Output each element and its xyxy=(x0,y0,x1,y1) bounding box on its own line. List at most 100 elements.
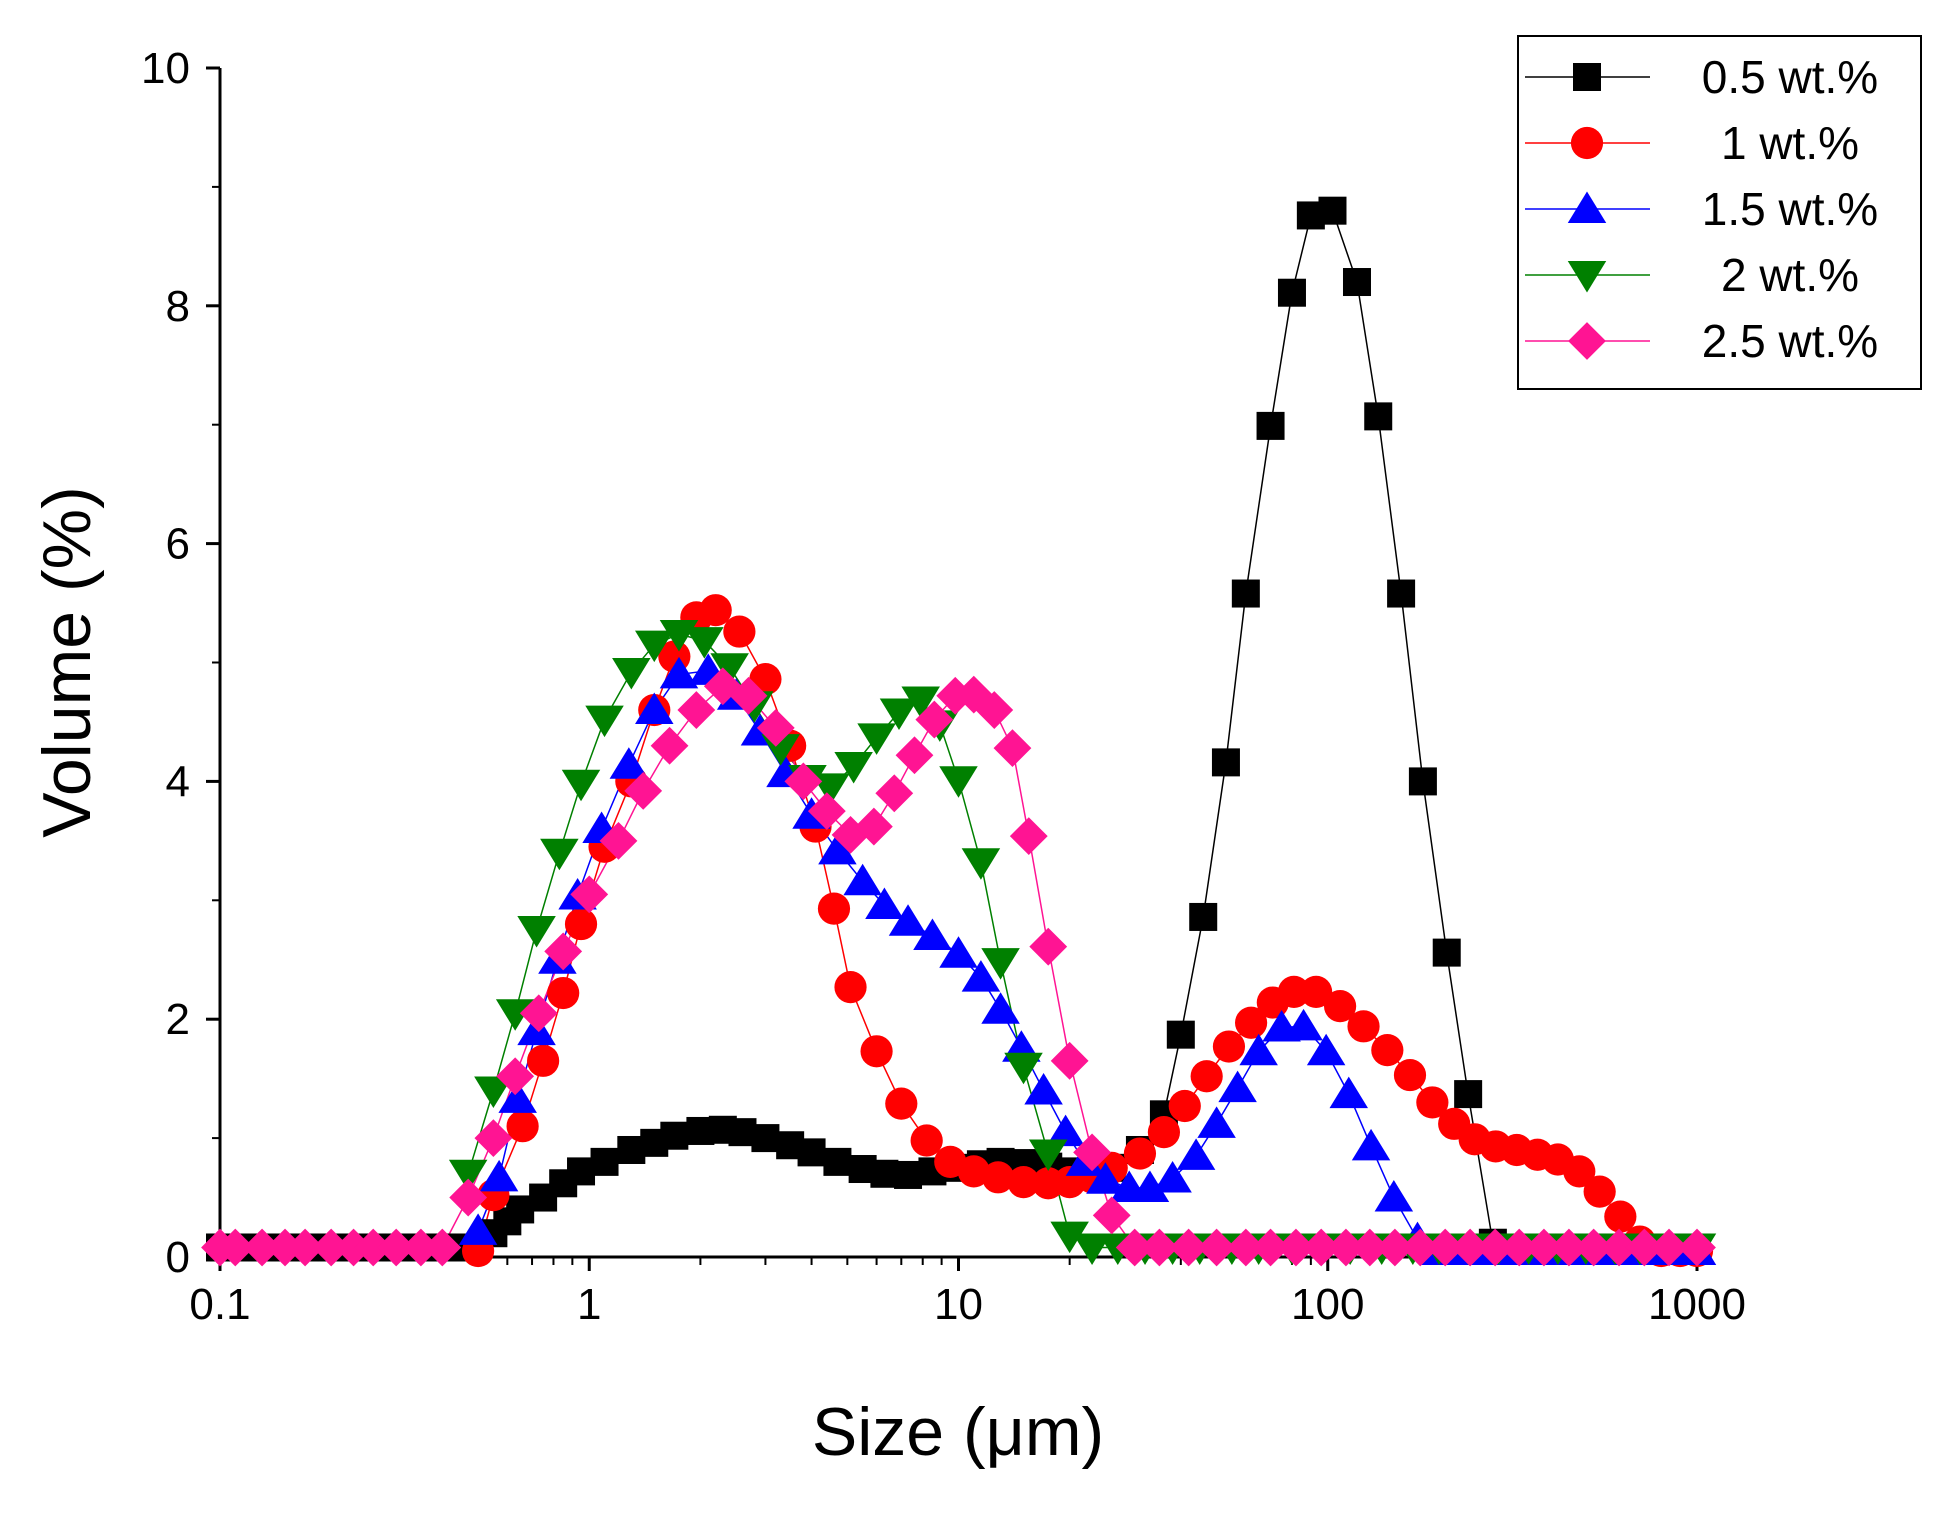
legend-label: 2 wt.% xyxy=(1721,249,1859,301)
series-5-point xyxy=(1029,927,1068,966)
series-2-point xyxy=(817,892,851,925)
series-3-point xyxy=(1046,1114,1085,1147)
series-2-point xyxy=(547,976,580,1010)
series-5-point xyxy=(915,700,954,739)
x-tick-label: 1000 xyxy=(1648,1280,1746,1329)
series-2-point xyxy=(1212,1030,1246,1063)
y-tick-label: 10 xyxy=(141,44,190,93)
series-5-point xyxy=(312,1228,351,1267)
series-5-point xyxy=(1226,1228,1265,1267)
series-1-point xyxy=(1277,278,1306,307)
series-1-point xyxy=(1342,268,1371,297)
series-3-point xyxy=(458,1213,498,1245)
series-1-point xyxy=(1189,902,1218,931)
series-2-point xyxy=(860,1035,893,1068)
series-2-point xyxy=(834,970,867,1004)
series-5-point xyxy=(377,1228,416,1267)
series-4-point xyxy=(857,723,896,755)
legend-entry: 1.5 wt.% xyxy=(1525,183,1878,235)
series-3-point xyxy=(479,1159,519,1192)
series-4-point xyxy=(635,630,674,663)
series-2-point xyxy=(1123,1137,1157,1170)
series-5-point xyxy=(1050,1041,1089,1080)
series-4-point xyxy=(448,1159,488,1192)
series-5-point xyxy=(1169,1228,1208,1267)
series-5-point xyxy=(1401,1228,1440,1267)
legend-marker xyxy=(1567,261,1607,293)
series-3-point xyxy=(843,863,882,896)
series-2-point xyxy=(910,1124,943,1157)
series-3-point xyxy=(1086,1162,1125,1194)
y-axis-title: Volume (%) xyxy=(29,486,105,837)
series-5-point xyxy=(1550,1228,1588,1267)
series-5-point xyxy=(1525,1228,1563,1267)
series-5-point xyxy=(243,1228,281,1267)
series-4-point xyxy=(474,1076,513,1109)
series-3-point xyxy=(498,1081,537,1113)
series-2-point xyxy=(1393,1058,1427,1092)
series-1-point xyxy=(1432,938,1461,967)
series-2-point xyxy=(957,1155,990,1188)
legend-marker xyxy=(1573,63,1601,91)
series-3-point xyxy=(981,992,1020,1024)
series-5-point xyxy=(1500,1228,1539,1267)
series-5-point xyxy=(975,691,1014,729)
x-axis-title: Size (μm) xyxy=(812,1394,1104,1470)
series-5-point xyxy=(1574,1228,1613,1267)
series-5-point xyxy=(1678,1228,1716,1267)
series-5-point xyxy=(570,875,609,914)
series-2-point xyxy=(699,594,732,627)
series-5-point xyxy=(1451,1228,1490,1267)
series-5-point xyxy=(624,772,663,810)
series-5-point xyxy=(1302,1228,1341,1267)
series-5-point xyxy=(449,1178,488,1217)
series-5-point xyxy=(784,762,823,801)
series-2-point xyxy=(1323,990,1357,1023)
series-3-point xyxy=(635,692,674,725)
series-3-point xyxy=(818,832,857,865)
series-5-point xyxy=(1375,1228,1414,1267)
legend-entry: 1 wt.% xyxy=(1525,117,1859,169)
series-5-point xyxy=(544,932,583,971)
series-5-point xyxy=(216,1228,255,1267)
series-4-point xyxy=(540,838,579,871)
series-5-point xyxy=(1426,1228,1465,1267)
series-5-point xyxy=(993,729,1032,768)
series-5-point xyxy=(1009,817,1048,855)
series-3-point xyxy=(1239,1033,1278,1066)
series-5-point xyxy=(519,994,558,1033)
legend-label: 1 wt.% xyxy=(1721,117,1859,169)
series-5-point xyxy=(1327,1228,1365,1267)
series-2-point xyxy=(723,615,756,648)
series-5-point xyxy=(1600,1228,1638,1267)
series-5-point xyxy=(474,1119,513,1157)
y-tick-label: 6 xyxy=(166,520,190,569)
legend-marker xyxy=(1567,191,1607,223)
series-5-point xyxy=(1251,1228,1290,1267)
series-3-point xyxy=(1218,1070,1257,1103)
series-5-point xyxy=(807,792,846,831)
series-4-point xyxy=(939,766,978,798)
series-2-point xyxy=(1371,1034,1404,1067)
series-2-point xyxy=(981,1161,1015,1194)
x-tick-label: 0.1 xyxy=(189,1280,250,1329)
series-3-point xyxy=(888,904,928,936)
series-3-point xyxy=(913,918,952,950)
series-4-point xyxy=(585,705,624,738)
series-2-point xyxy=(1190,1060,1223,1093)
series-4-point xyxy=(879,698,919,730)
series-5-point xyxy=(266,1228,304,1267)
series-2-point xyxy=(1583,1175,1616,1208)
series-1-point xyxy=(1454,1080,1483,1109)
series-5-markers xyxy=(201,667,1716,1267)
series-1-point xyxy=(567,1157,596,1186)
series-5-point xyxy=(1073,1133,1111,1172)
series-5-point xyxy=(895,736,934,775)
series-1-point xyxy=(870,1159,899,1188)
series-3-point xyxy=(865,887,904,920)
y-tick-label: 8 xyxy=(166,282,190,331)
series-5-point xyxy=(1625,1228,1664,1267)
series-1-point xyxy=(797,1138,826,1167)
